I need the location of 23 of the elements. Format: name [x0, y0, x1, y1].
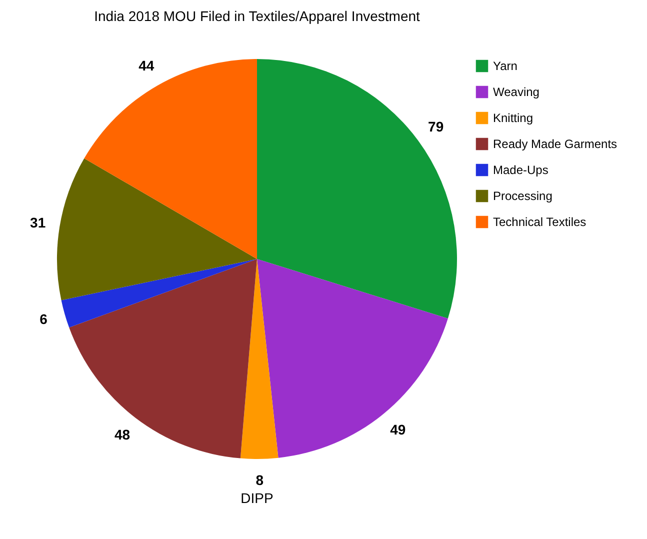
data-label: 31	[30, 214, 46, 231]
data-label: 48	[114, 426, 130, 442]
legend-label: Made-Ups	[493, 163, 548, 177]
data-label: 44	[138, 58, 154, 74]
legend-label: Knitting	[493, 111, 534, 125]
legend-label: Yarn	[493, 59, 518, 73]
chart-title: India 2018 MOU Filed in Textiles/Apparel Investment	[94, 8, 420, 24]
pie-slice	[257, 259, 448, 458]
legend-label: Ready Made Garments	[493, 137, 618, 151]
data-label: 6	[40, 311, 48, 328]
legend-label: Technical Textiles	[493, 215, 586, 229]
text: DIPP	[240, 490, 274, 506]
pie-slice	[257, 59, 457, 319]
legend-label: Processing	[493, 189, 552, 203]
pie-slice	[61, 259, 257, 328]
data-label: 8	[256, 472, 264, 488]
legend-label: Weaving	[493, 85, 540, 99]
pie-slice	[240, 259, 278, 459]
pie-slice	[69, 259, 257, 458]
data-label: 49	[390, 422, 406, 438]
data-label: 79	[428, 118, 444, 134]
pie-slice	[84, 59, 257, 259]
pie-slice	[57, 158, 257, 300]
